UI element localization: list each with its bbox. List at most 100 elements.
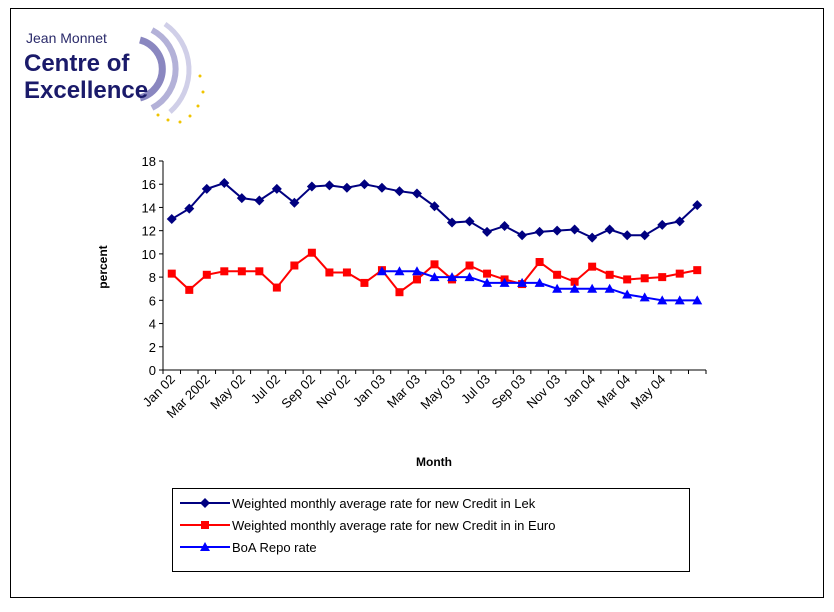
marker	[587, 283, 598, 293]
logo-stars	[156, 74, 205, 124]
logo-text: Centre of	[24, 50, 130, 77]
marker	[376, 266, 387, 276]
y-tick-label: 6	[149, 293, 156, 308]
marker	[271, 183, 282, 194]
y-tick-label: 14	[142, 200, 156, 215]
marker	[184, 203, 195, 214]
logo-arc	[138, 36, 166, 102]
y-tick-label: 0	[149, 363, 156, 378]
marker	[622, 289, 633, 299]
marker	[237, 267, 246, 276]
marker	[483, 269, 492, 278]
marker	[499, 221, 510, 232]
x-axis-label: Month	[416, 455, 452, 469]
marker	[517, 230, 528, 241]
legend-label: Weighted monthly average rate for new Cr…	[232, 518, 555, 533]
marker	[200, 498, 210, 508]
marker	[306, 181, 317, 192]
marker	[604, 224, 615, 235]
marker	[588, 262, 597, 271]
logo-arc	[163, 21, 192, 114]
marker	[429, 272, 440, 282]
marker	[307, 248, 316, 257]
y-tick-label: 18	[142, 154, 156, 169]
y-tick-label: 12	[142, 224, 156, 239]
y-tick-label: 2	[149, 340, 156, 355]
marker	[200, 542, 210, 551]
legend-label: BoA Repo rate	[232, 540, 317, 555]
legend-label: Weighted monthly average rate for new Cr…	[232, 496, 536, 511]
marker	[289, 197, 300, 208]
marker	[693, 266, 702, 275]
marker	[412, 275, 421, 284]
marker	[360, 278, 369, 287]
marker	[552, 225, 563, 236]
marker	[430, 260, 439, 269]
marker	[587, 232, 598, 243]
marker	[569, 283, 580, 293]
marker	[657, 295, 668, 305]
y-tick-label: 8	[149, 270, 156, 285]
marker	[219, 178, 230, 189]
marker	[499, 277, 510, 287]
marker	[674, 295, 685, 305]
marker	[359, 179, 370, 190]
marker	[325, 268, 334, 277]
marker	[411, 266, 422, 276]
marker	[482, 277, 493, 287]
marker	[622, 230, 633, 241]
marker	[639, 230, 650, 241]
logo: Jean Monnet Centre of Excellence	[24, 21, 205, 124]
marker	[534, 226, 545, 237]
marker	[570, 277, 579, 286]
logo-text: Excellence	[24, 77, 148, 104]
marker	[395, 288, 404, 297]
marker	[692, 295, 703, 305]
marker	[236, 193, 247, 204]
marker	[675, 269, 684, 278]
marker	[185, 285, 194, 294]
marker	[517, 277, 528, 287]
marker	[394, 186, 405, 197]
marker	[674, 216, 685, 227]
logo-text: Jean Monnet	[26, 30, 107, 46]
marker	[465, 261, 474, 270]
marker	[692, 200, 703, 211]
marker	[623, 275, 632, 284]
marker	[394, 266, 405, 276]
marker	[342, 268, 351, 277]
marker	[272, 283, 281, 292]
marker	[324, 180, 335, 191]
legend-box	[172, 488, 690, 572]
y-tick-label: 16	[142, 177, 156, 192]
marker	[534, 277, 545, 287]
marker	[605, 270, 614, 279]
marker	[553, 270, 562, 279]
marker	[482, 226, 493, 237]
marker	[220, 267, 229, 276]
marker	[202, 270, 211, 279]
marker	[569, 224, 580, 235]
y-axis-label: percent	[96, 245, 110, 288]
marker	[535, 258, 544, 267]
marker	[167, 269, 176, 278]
marker	[658, 273, 667, 282]
marker	[447, 217, 458, 228]
marker	[341, 182, 352, 193]
marker	[640, 274, 649, 283]
marker	[201, 183, 212, 194]
marker	[376, 182, 387, 193]
marker	[639, 292, 650, 302]
marker	[201, 521, 209, 529]
marker	[447, 272, 458, 282]
marker	[464, 272, 475, 282]
marker	[604, 283, 615, 293]
y-tick-label: 10	[142, 247, 156, 262]
marker	[411, 188, 422, 199]
y-tick-label: 4	[149, 317, 156, 332]
marker	[166, 214, 177, 225]
marker	[429, 201, 440, 212]
marker	[290, 261, 299, 270]
marker	[657, 219, 668, 230]
